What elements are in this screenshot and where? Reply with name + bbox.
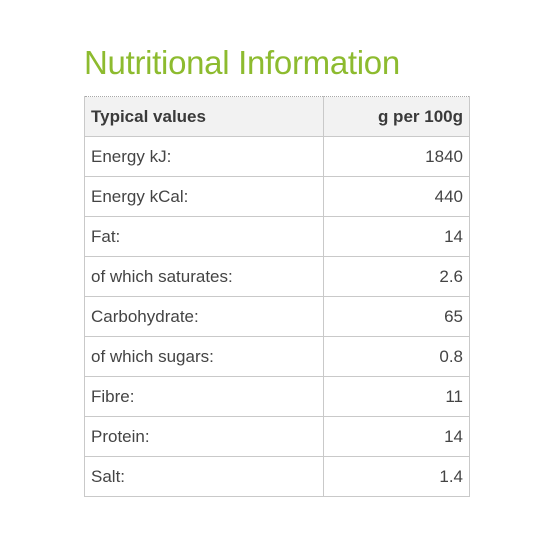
nutrient-label: Protein: <box>84 416 324 457</box>
table-row: Salt: 1.4 <box>84 456 470 497</box>
nutrient-label: Energy kJ: <box>84 136 324 177</box>
nutrient-label: Salt: <box>84 456 324 497</box>
table-row: of which saturates: 2.6 <box>84 256 470 297</box>
nutrient-label: of which sugars: <box>84 336 324 377</box>
nutrient-label: Carbohydrate: <box>84 296 324 337</box>
table-row: Fibre: 11 <box>84 376 470 417</box>
nutrient-value: 14 <box>323 216 470 257</box>
nutrient-value: 1.4 <box>323 456 470 497</box>
nutrient-value: 65 <box>323 296 470 337</box>
nutrient-value: 14 <box>323 416 470 457</box>
nutrition-table: Typical values g per 100g Energy kJ: 184… <box>84 96 470 497</box>
nutrient-label: Fibre: <box>84 376 324 417</box>
nutrient-label: Fat: <box>84 216 324 257</box>
column-header-typical-values: Typical values <box>84 96 324 137</box>
nutrient-value: 0.8 <box>323 336 470 377</box>
nutrient-value: 440 <box>323 176 470 217</box>
table-header-row: Typical values g per 100g <box>84 96 470 137</box>
nutrient-value: 11 <box>323 376 470 417</box>
table-row: Fat: 14 <box>84 216 470 257</box>
nutrient-value: 2.6 <box>323 256 470 297</box>
nutrient-value: 1840 <box>323 136 470 177</box>
table-row: Carbohydrate: 65 <box>84 296 470 337</box>
table-row: Energy kJ: 1840 <box>84 136 470 177</box>
table-row: Energy kCal: 440 <box>84 176 470 217</box>
table-row: Protein: 14 <box>84 416 470 457</box>
nutrient-label: Energy kCal: <box>84 176 324 217</box>
nutrient-label: of which saturates: <box>84 256 324 297</box>
table-row: of which sugars: 0.8 <box>84 336 470 377</box>
page-title: Nutritional Information <box>84 44 400 81</box>
column-header-per-100g: g per 100g <box>323 96 470 137</box>
